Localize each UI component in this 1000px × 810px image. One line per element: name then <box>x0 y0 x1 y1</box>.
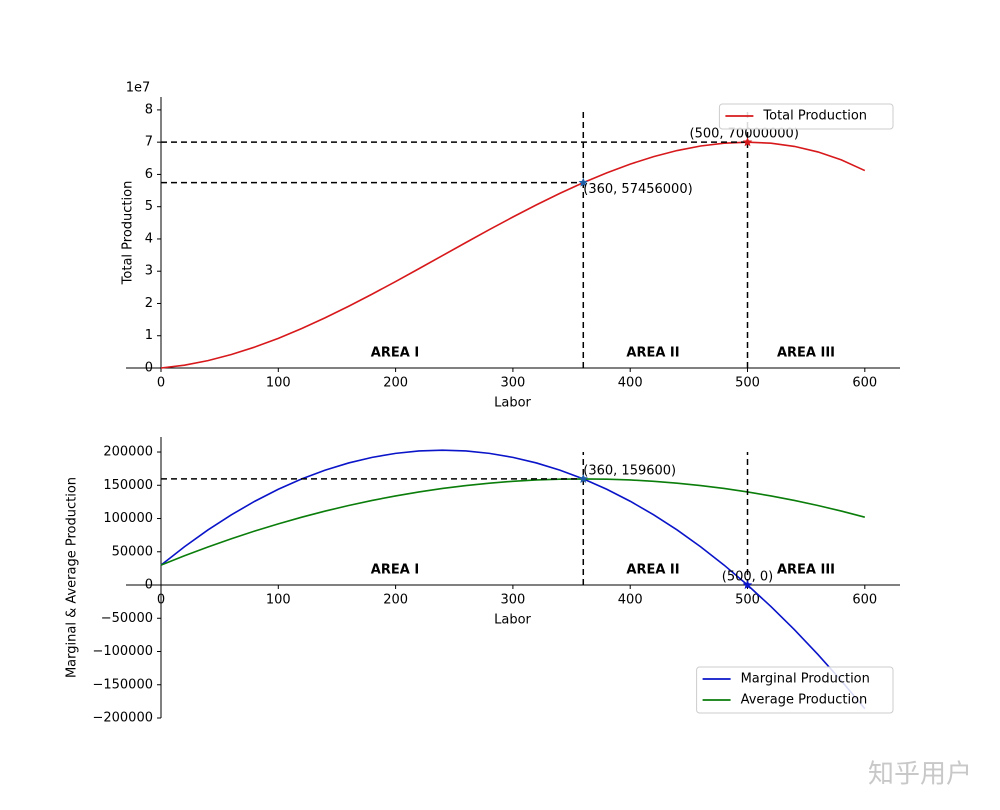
y-tick-label: 3 <box>145 264 153 279</box>
point-annotation: (360, 57456000) <box>583 182 692 197</box>
legend-label: Marginal Production <box>741 672 870 687</box>
x-tick-label: 300 <box>500 376 525 391</box>
point-marker <box>742 580 753 590</box>
y-tick-label: −50000 <box>101 611 153 626</box>
y-tick-label: 5 <box>145 199 153 214</box>
point-annotation: (500, 70000000) <box>690 127 799 142</box>
x-tick-label: 400 <box>618 376 643 391</box>
legend-label: Total Production <box>762 109 867 124</box>
x-tick-label: 0 <box>157 376 165 391</box>
y-tick-label: 50000 <box>112 544 153 559</box>
offset-text: 1e7 <box>126 81 151 96</box>
legend-box <box>718 103 894 130</box>
x-tick-label: 100 <box>266 593 291 608</box>
legend-label: Average Production <box>741 693 868 708</box>
y-axis-label: Total Production <box>121 181 136 286</box>
area-label: AREA I <box>371 346 419 361</box>
x-tick-label: 600 <box>852 593 877 608</box>
point-annotation: (360, 159600) <box>583 463 676 478</box>
y-tick-label: −100000 <box>92 644 153 659</box>
y-tick-label: 1 <box>145 328 153 343</box>
point-annotation: (500, 0) <box>722 570 774 585</box>
y-tick-label: 8 <box>145 102 153 117</box>
x-tick-label: 500 <box>735 593 760 608</box>
y-tick-label: −200000 <box>92 711 153 726</box>
x-tick-label: 600 <box>852 376 877 391</box>
point-marker <box>578 177 589 187</box>
x-tick-label: 200 <box>383 376 408 391</box>
area-label: AREA III <box>777 346 835 361</box>
x-tick-label: 0 <box>157 593 165 608</box>
x-tick-label: 300 <box>500 593 525 608</box>
point-marker <box>578 473 589 483</box>
y-tick-label: 7 <box>145 135 153 150</box>
y-tick-label: 150000 <box>103 478 153 493</box>
x-tick-label: 500 <box>735 376 760 391</box>
legend-box <box>696 666 894 714</box>
x-tick-label: 100 <box>266 376 291 391</box>
watermark: 知乎用户 <box>868 760 972 790</box>
x-tick-label: 200 <box>383 593 408 608</box>
y-tick-label: 100000 <box>103 511 153 526</box>
y-tick-label: 0 <box>145 578 153 593</box>
y-tick-label: 200000 <box>103 445 153 460</box>
y-tick-label: −150000 <box>92 677 153 692</box>
y-tick-label: 2 <box>145 296 153 311</box>
x-axis-label: Labor <box>494 396 531 411</box>
area-label: AREA II <box>626 346 679 361</box>
y-tick-label: 4 <box>145 231 153 246</box>
x-axis-label: Labor <box>494 613 531 628</box>
area-label: AREA II <box>626 563 679 578</box>
y-tick-label: 0 <box>145 361 153 376</box>
y-axis-label: Marginal & Average Production <box>65 477 80 678</box>
x-tick-label: 400 <box>618 593 643 608</box>
point-marker <box>742 137 753 147</box>
y-tick-label: 6 <box>145 167 153 182</box>
area-label: AREA III <box>777 563 835 578</box>
area-label: AREA I <box>371 563 419 578</box>
